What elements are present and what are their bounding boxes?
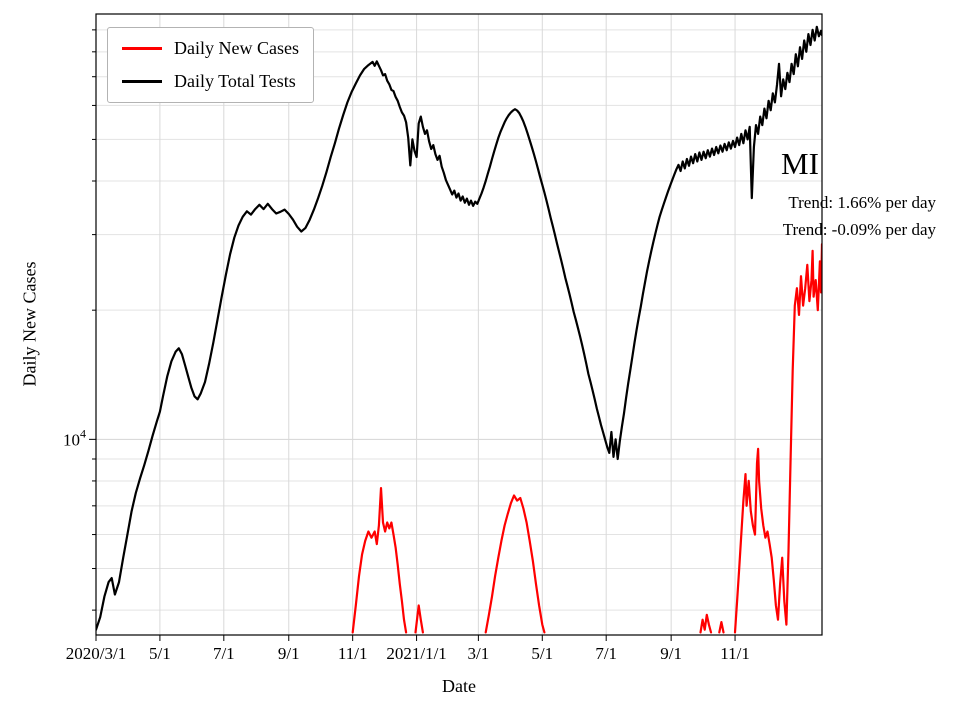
x-tick-label: 2021/1/1: [386, 644, 446, 663]
black-line-swatch-icon: [122, 80, 162, 83]
x-tick-label: 2020/3/1: [66, 644, 126, 663]
legend-item-daily-total-tests: Daily Total Tests: [122, 71, 299, 92]
x-tick-label: 9/1: [278, 644, 300, 663]
legend-label: Daily Total Tests: [174, 71, 296, 91]
x-tick-label: 7/1: [595, 644, 617, 663]
y-tick-label: 104: [63, 426, 86, 449]
series-line-daily-total-tests: [96, 25, 822, 631]
red-line-swatch-icon: [122, 47, 162, 50]
legend-item-daily-new-cases: Daily New Cases: [122, 38, 299, 59]
state-annotation: MI: [781, 146, 819, 181]
trend-annotation-cases: Trend: -0.09% per day: [782, 220, 936, 239]
legend-label: Daily New Cases: [174, 38, 299, 58]
x-tick-label: 9/1: [660, 644, 682, 663]
legend: Daily New Cases Daily Total Tests: [107, 27, 314, 103]
y-axis-label: Daily New Cases: [19, 261, 40, 387]
series-line-daily-new-cases: [351, 243, 822, 634]
x-tick-label: 3/1: [468, 644, 490, 663]
x-tick-label: 11/1: [720, 644, 750, 663]
x-tick-label: 7/1: [213, 644, 235, 663]
trend-annotation-tests: Trend: 1.66% per day: [788, 193, 936, 212]
x-tick-label: 11/1: [338, 644, 368, 663]
x-axis-label: Date: [442, 676, 476, 696]
x-tick-label: 5/1: [149, 644, 171, 663]
x-tick-label: 5/1: [531, 644, 553, 663]
plot-border: [95, 13, 823, 636]
